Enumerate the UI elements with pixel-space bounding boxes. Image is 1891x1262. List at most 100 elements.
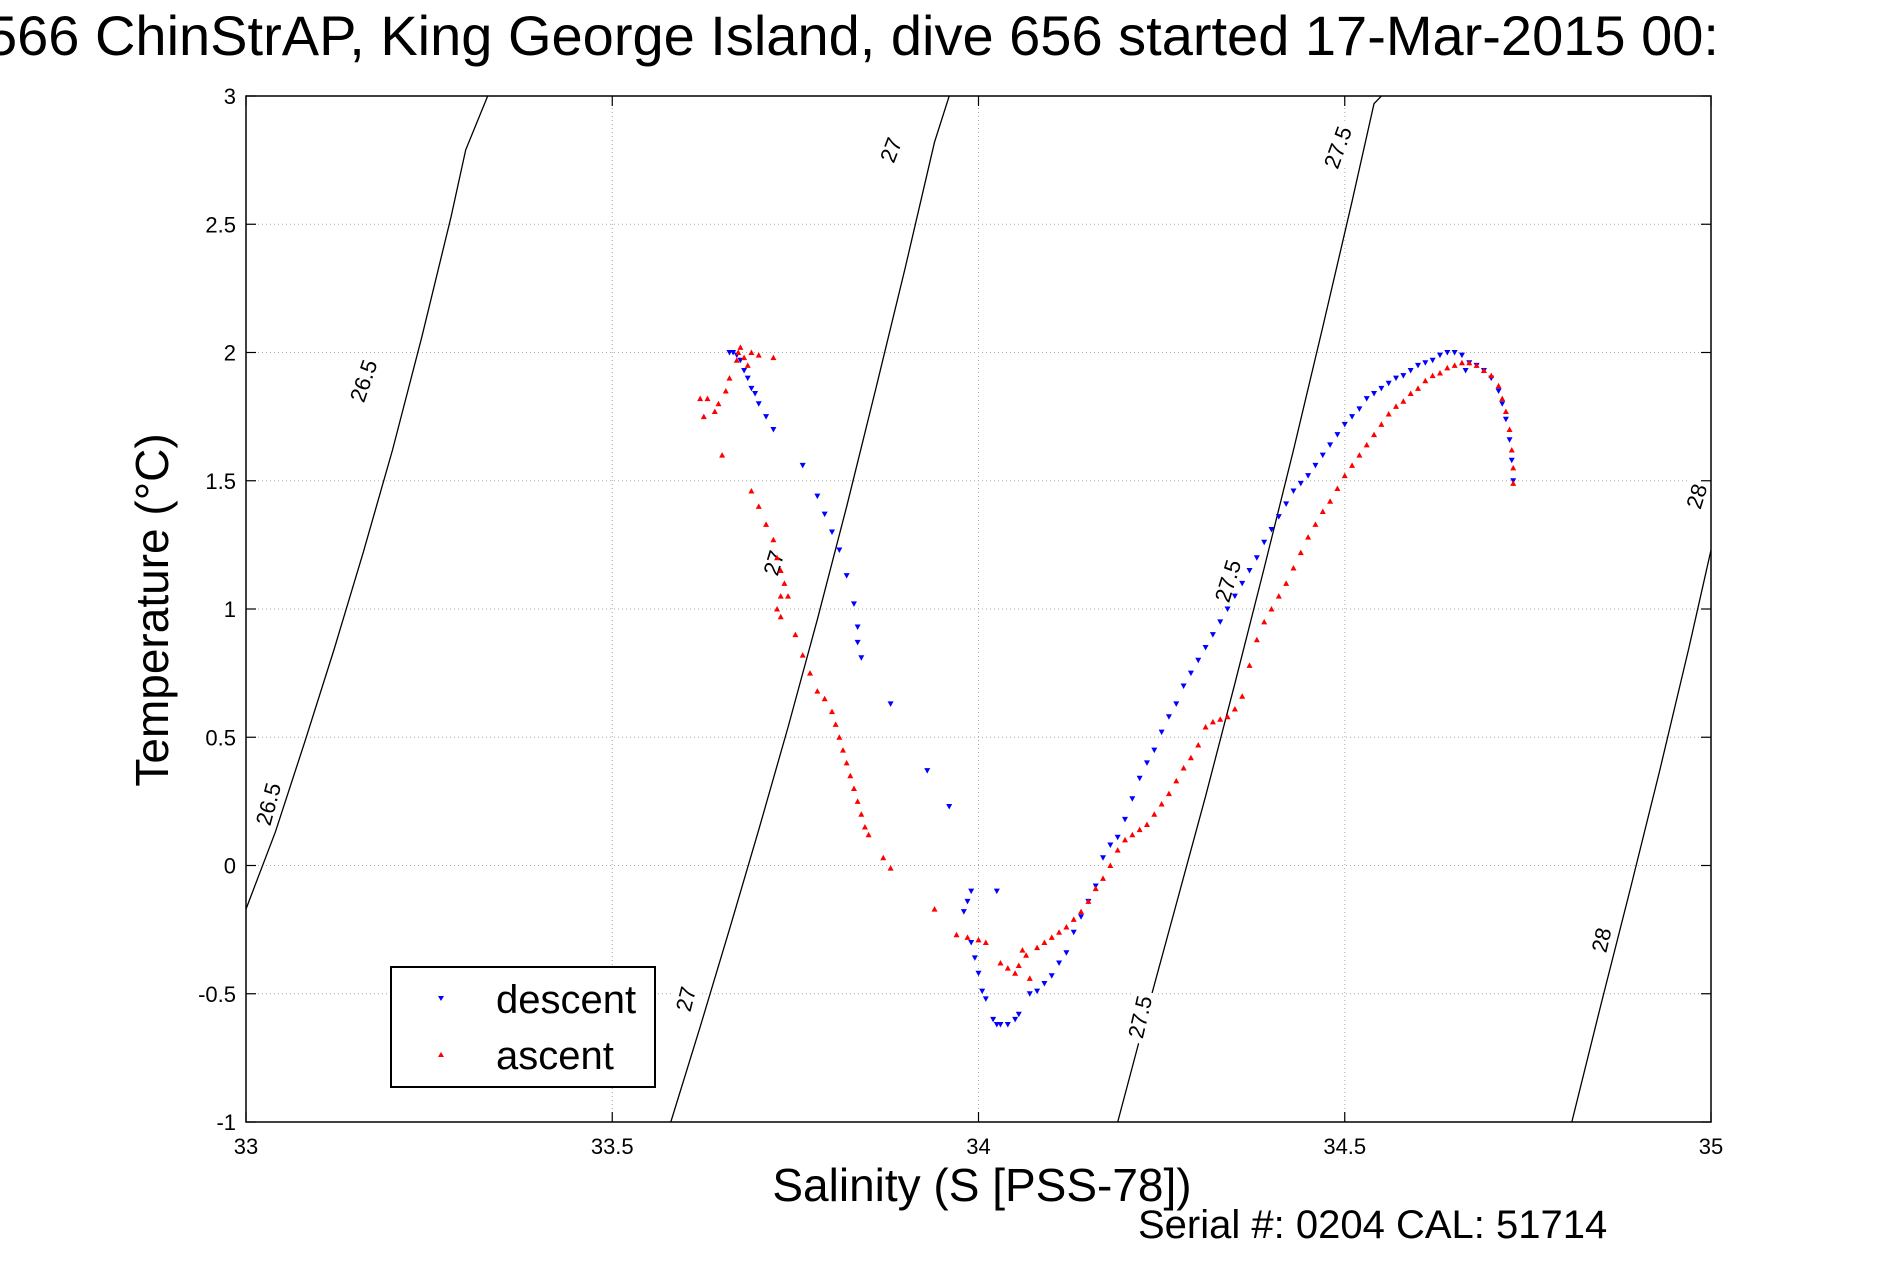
- ascent-point: [858, 811, 865, 817]
- ascent-point: [1319, 508, 1326, 515]
- serial-cal-footer: Serial #: 0204 CAL: 51714: [1138, 1203, 1608, 1247]
- ascent-point: [1015, 962, 1022, 969]
- ascent-point: [1063, 924, 1070, 930]
- descent-point: [1041, 980, 1048, 987]
- ascent-point: [770, 536, 777, 543]
- y-tick-label: -1: [216, 1110, 236, 1135]
- descent-point: [821, 511, 828, 518]
- y-tick-label: 3: [224, 84, 236, 109]
- y-tick-label: 1: [224, 597, 236, 622]
- y-tick-label: 2.5: [205, 212, 236, 237]
- x-tick-label: 34.5: [1323, 1134, 1366, 1159]
- ascent-point: [1041, 939, 1048, 945]
- descent-point: [1056, 960, 1063, 966]
- ascent-point: [1458, 359, 1465, 366]
- descent-point: [799, 462, 806, 469]
- ascent-point: [1334, 485, 1341, 491]
- ascent-point: [1371, 431, 1378, 438]
- descent-point: [843, 573, 850, 579]
- ascent-point: [735, 349, 742, 355]
- ascent-point: [1444, 364, 1451, 371]
- ascent-point: [1488, 372, 1495, 379]
- ascent-point: [715, 400, 722, 407]
- contour-label: 27.5: [1123, 993, 1157, 1040]
- ascent-point: [770, 354, 777, 361]
- descent-point: [1502, 416, 1509, 423]
- descent-point: [1151, 747, 1158, 754]
- ascent-point: [1246, 662, 1253, 668]
- ascent-point: [748, 488, 755, 494]
- data-series: [697, 344, 1517, 1028]
- ascent-point: [829, 708, 835, 715]
- ascent-point: [814, 688, 821, 694]
- descent-point: [1195, 657, 1202, 664]
- ascent-point: [1209, 718, 1216, 725]
- ascent-point: [1217, 716, 1224, 722]
- ascent-point: [1187, 754, 1194, 761]
- descent-point: [1297, 480, 1304, 487]
- ascent-point: [1261, 618, 1268, 625]
- descent-point: [1034, 988, 1041, 995]
- descent-point: [997, 1022, 1004, 1028]
- descent-point: [770, 426, 777, 433]
- ascent-point: [755, 503, 762, 509]
- ascent-point: [821, 695, 828, 702]
- x-axis-label: Salinity (S [PSS-78]): [772, 1159, 1192, 1211]
- ascent-point: [763, 521, 770, 527]
- descent-point: [730, 350, 737, 356]
- y-tick-label: 0: [224, 854, 236, 879]
- ascent-point: [755, 352, 762, 358]
- descent-point: [1246, 568, 1253, 574]
- ascent-point: [774, 554, 781, 561]
- descent-point: [1136, 775, 1143, 782]
- descent-point: [887, 701, 894, 707]
- descent-point: [979, 988, 986, 995]
- descent-point: [1165, 714, 1172, 720]
- descent-point: [1202, 644, 1209, 651]
- descent-point: [1187, 670, 1194, 677]
- descent-point: [924, 768, 931, 774]
- contour-label: 27: [671, 984, 701, 1014]
- descent-point: [1458, 352, 1465, 359]
- descent-point: [763, 414, 770, 420]
- contour-label-bg: [753, 534, 794, 592]
- ascent-point: [880, 854, 887, 861]
- ascent-point: [1502, 408, 1509, 414]
- descent-point: [1180, 683, 1187, 689]
- ascent-point: [1400, 398, 1407, 404]
- ascent-point: [843, 759, 850, 766]
- ascent-point: [839, 747, 846, 753]
- ascent-point: [1480, 367, 1487, 373]
- down-triangle-marker-icon: [438, 996, 444, 1001]
- contour-label-bg: [1676, 467, 1717, 525]
- descent-point: [1499, 401, 1506, 407]
- ascent-point: [711, 408, 718, 414]
- descent-point: [854, 639, 861, 646]
- ascent-point: [1056, 929, 1063, 935]
- descent-point: [993, 888, 1000, 895]
- density-contour-line: [1571, 549, 1711, 1122]
- descent-point: [1451, 350, 1458, 356]
- ascent-point: [1023, 952, 1030, 958]
- y-tick-label: 2: [224, 341, 236, 366]
- ascent-point: [1466, 359, 1473, 366]
- descent-point: [1393, 375, 1400, 382]
- ascent-point: [1026, 975, 1033, 981]
- ascent-point: [774, 606, 781, 612]
- descent-point: [1122, 816, 1128, 823]
- ascent-point: [850, 785, 857, 792]
- legend-label-ascent: ascent: [496, 1034, 614, 1078]
- ascent-point: [792, 631, 799, 638]
- descent-point: [1385, 380, 1392, 387]
- x-tick-label: 35: [1699, 1134, 1723, 1159]
- ascent-point: [1495, 382, 1502, 389]
- ascent-point: [1114, 847, 1121, 853]
- descent-point: [1422, 360, 1429, 366]
- ascent-point: [1085, 898, 1092, 904]
- descent-point: [968, 939, 975, 946]
- contour-label-bg: [869, 120, 913, 179]
- y-tick-label: 1.5: [205, 469, 236, 494]
- descent-point: [1209, 632, 1216, 638]
- descent-point: [990, 1016, 997, 1023]
- ascent-point: [1385, 411, 1392, 417]
